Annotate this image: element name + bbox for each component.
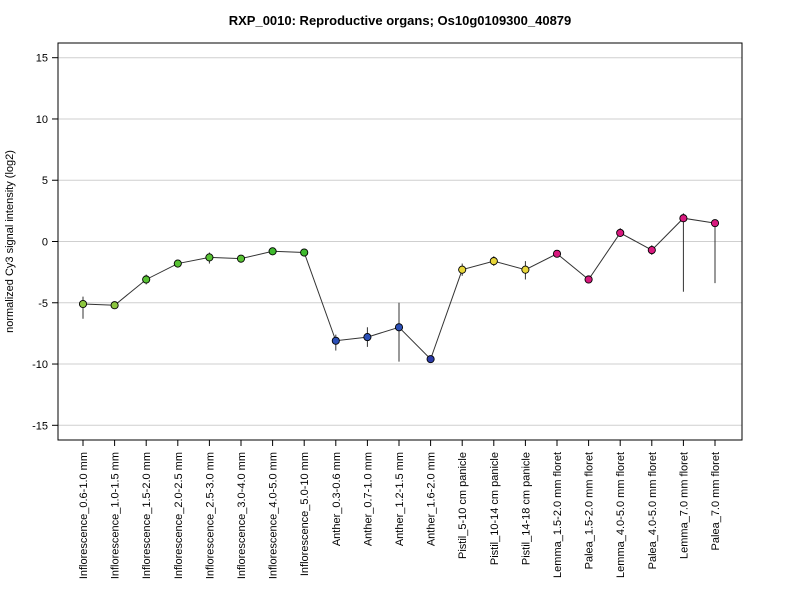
data-point: [331, 336, 340, 345]
data-point: [142, 275, 151, 284]
y-axis: -15 -10 -5 0 5 10 15: [32, 53, 58, 432]
y-tick-label: 5: [42, 175, 48, 187]
y-tick-label: -10: [32, 359, 48, 371]
x-tick-label: Palea_1.5-2.0 mm floret: [584, 452, 596, 569]
x-tick-label: Inflorescence_2.5-3.0 mm: [204, 452, 216, 579]
x-tick-label: Inflorescence_2.0-2.5 mm: [173, 452, 185, 579]
x-tick-label: Pistil_14-18 cm panicle: [520, 452, 532, 565]
x-tick-label: Lemma_1.5-2.0 mm floret: [552, 452, 564, 578]
data-point: [489, 257, 498, 266]
gridlines: [58, 57, 742, 426]
x-tick-label: Inflorescence_5.0-10 mm: [299, 452, 311, 576]
plot-frame: [57, 42, 743, 441]
x-tick-label: Anther_1.6-2.0 mm: [426, 452, 438, 546]
y-tick-label: 0: [42, 237, 48, 249]
x-tick-label: Pistil_5-10 cm panicle: [457, 452, 469, 559]
data-point: [426, 355, 435, 364]
x-tick-label: Palea_4.0-5.0 mm floret: [647, 452, 659, 569]
data-points: [78, 214, 720, 364]
data-point: [710, 219, 720, 228]
data-point: [584, 275, 593, 284]
data-point: [205, 253, 214, 262]
data-point: [616, 228, 625, 237]
data-point: [521, 265, 530, 274]
y-tick-label: -15: [32, 420, 48, 432]
data-point: [552, 249, 562, 258]
x-tick-label: Lemma_7.0 mm floret: [678, 452, 690, 559]
x-tick-label: Palea_7.0 mm floret: [710, 452, 722, 550]
x-tick-label: Anther_0.3-0.6 mm: [331, 452, 343, 546]
data-point: [394, 323, 404, 332]
x-tick-label: Inflorescence_0.6-1.0 mm: [78, 452, 90, 579]
data-point: [679, 214, 688, 223]
x-tick-label: Anther_0.7-1.0 mm: [362, 452, 374, 546]
data-point: [458, 265, 467, 274]
data-point: [363, 333, 372, 342]
x-tick-label: Inflorescence_3.0-4.0 mm: [236, 452, 248, 579]
chart-title: RXP_0010: Reproductive organs; Os10g0109…: [228, 13, 572, 28]
data-point: [110, 301, 119, 310]
data-point: [647, 246, 656, 255]
data-point: [268, 247, 277, 256]
data-point: [236, 254, 246, 263]
x-tick-label: Inflorescence_1.0-1.5 mm: [110, 452, 122, 579]
x-tick-label: Inflorescence_4.0-5.0 mm: [268, 452, 280, 579]
x-tick-label: Pistil_10-14 cm panicle: [489, 452, 501, 565]
y-axis-label: normalized Cy3 signal intensity (log2): [4, 150, 16, 333]
x-tick-label: Anther_1.2-1.5 mm: [394, 452, 406, 546]
y-tick-label: 10: [36, 114, 48, 126]
data-point: [300, 248, 309, 257]
x-tick-labels: Inflorescence_0.6-1.0 mm Inflorescence_1.…: [78, 440, 722, 579]
data-point: [78, 299, 88, 309]
x-tick-label: Lemma_4.0-5.0 mm floret: [615, 452, 627, 578]
y-tick-label: -5: [38, 298, 48, 310]
data-point: [173, 259, 182, 268]
x-tick-label: Inflorescence_1.5-2.0 mm: [141, 452, 153, 579]
y-tick-label: 15: [36, 53, 48, 65]
